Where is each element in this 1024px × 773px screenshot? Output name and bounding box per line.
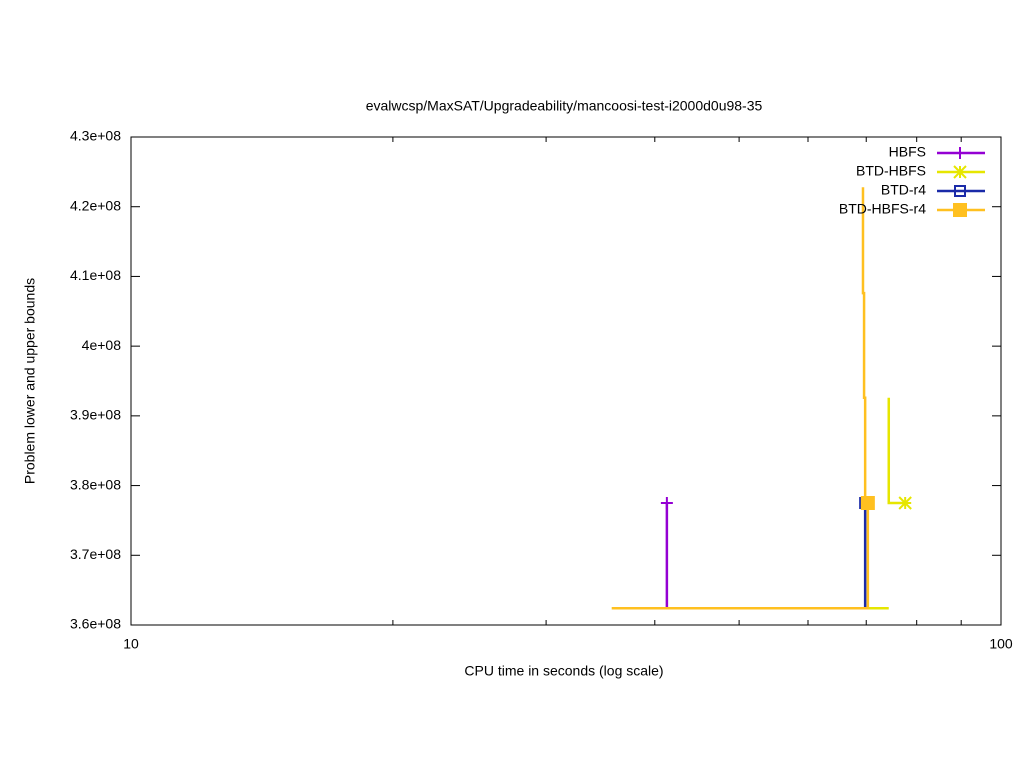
point: [898, 496, 912, 510]
legend-marker: [954, 185, 966, 197]
y-tick-label: 3.9e+08: [70, 407, 121, 423]
legend-label: HBFS: [889, 144, 926, 160]
series-line: [611, 503, 870, 610]
y-tick-label: 4e+08: [82, 337, 122, 353]
series-line: [887, 397, 906, 505]
legend-label: BTD-HBFS-r4: [839, 201, 926, 217]
series-line: [861, 187, 868, 505]
point: [860, 496, 875, 510]
y-tick-label: 3.6e+08: [70, 616, 121, 632]
y-tick-label: 4.1e+08: [70, 267, 121, 283]
plot-frame: [130, 136, 1002, 626]
legend-marker: [954, 147, 966, 159]
y-tick-label: 3.8e+08: [70, 476, 121, 492]
y-tick-label: 3.7e+08: [70, 546, 121, 562]
x-tick-label: 10: [123, 636, 139, 652]
y-axis-label: Problem lower and upper bounds: [22, 278, 38, 484]
legend-label: BTD-r4: [881, 182, 926, 198]
legend-marker: [953, 165, 967, 179]
x-axis-label: CPU time in seconds (log scale): [464, 663, 663, 679]
point: [660, 497, 673, 509]
x-tick-label: 100: [989, 636, 1013, 652]
legend-marker: [953, 203, 967, 217]
legend-label: BTD-HBFS: [856, 163, 926, 179]
y-tick-label: 4.3e+08: [70, 128, 121, 144]
chart-title: evalwcsp/MaxSAT/Upgradeability/mancoosi-…: [366, 98, 763, 114]
y-tick-label: 4.2e+08: [70, 197, 121, 213]
